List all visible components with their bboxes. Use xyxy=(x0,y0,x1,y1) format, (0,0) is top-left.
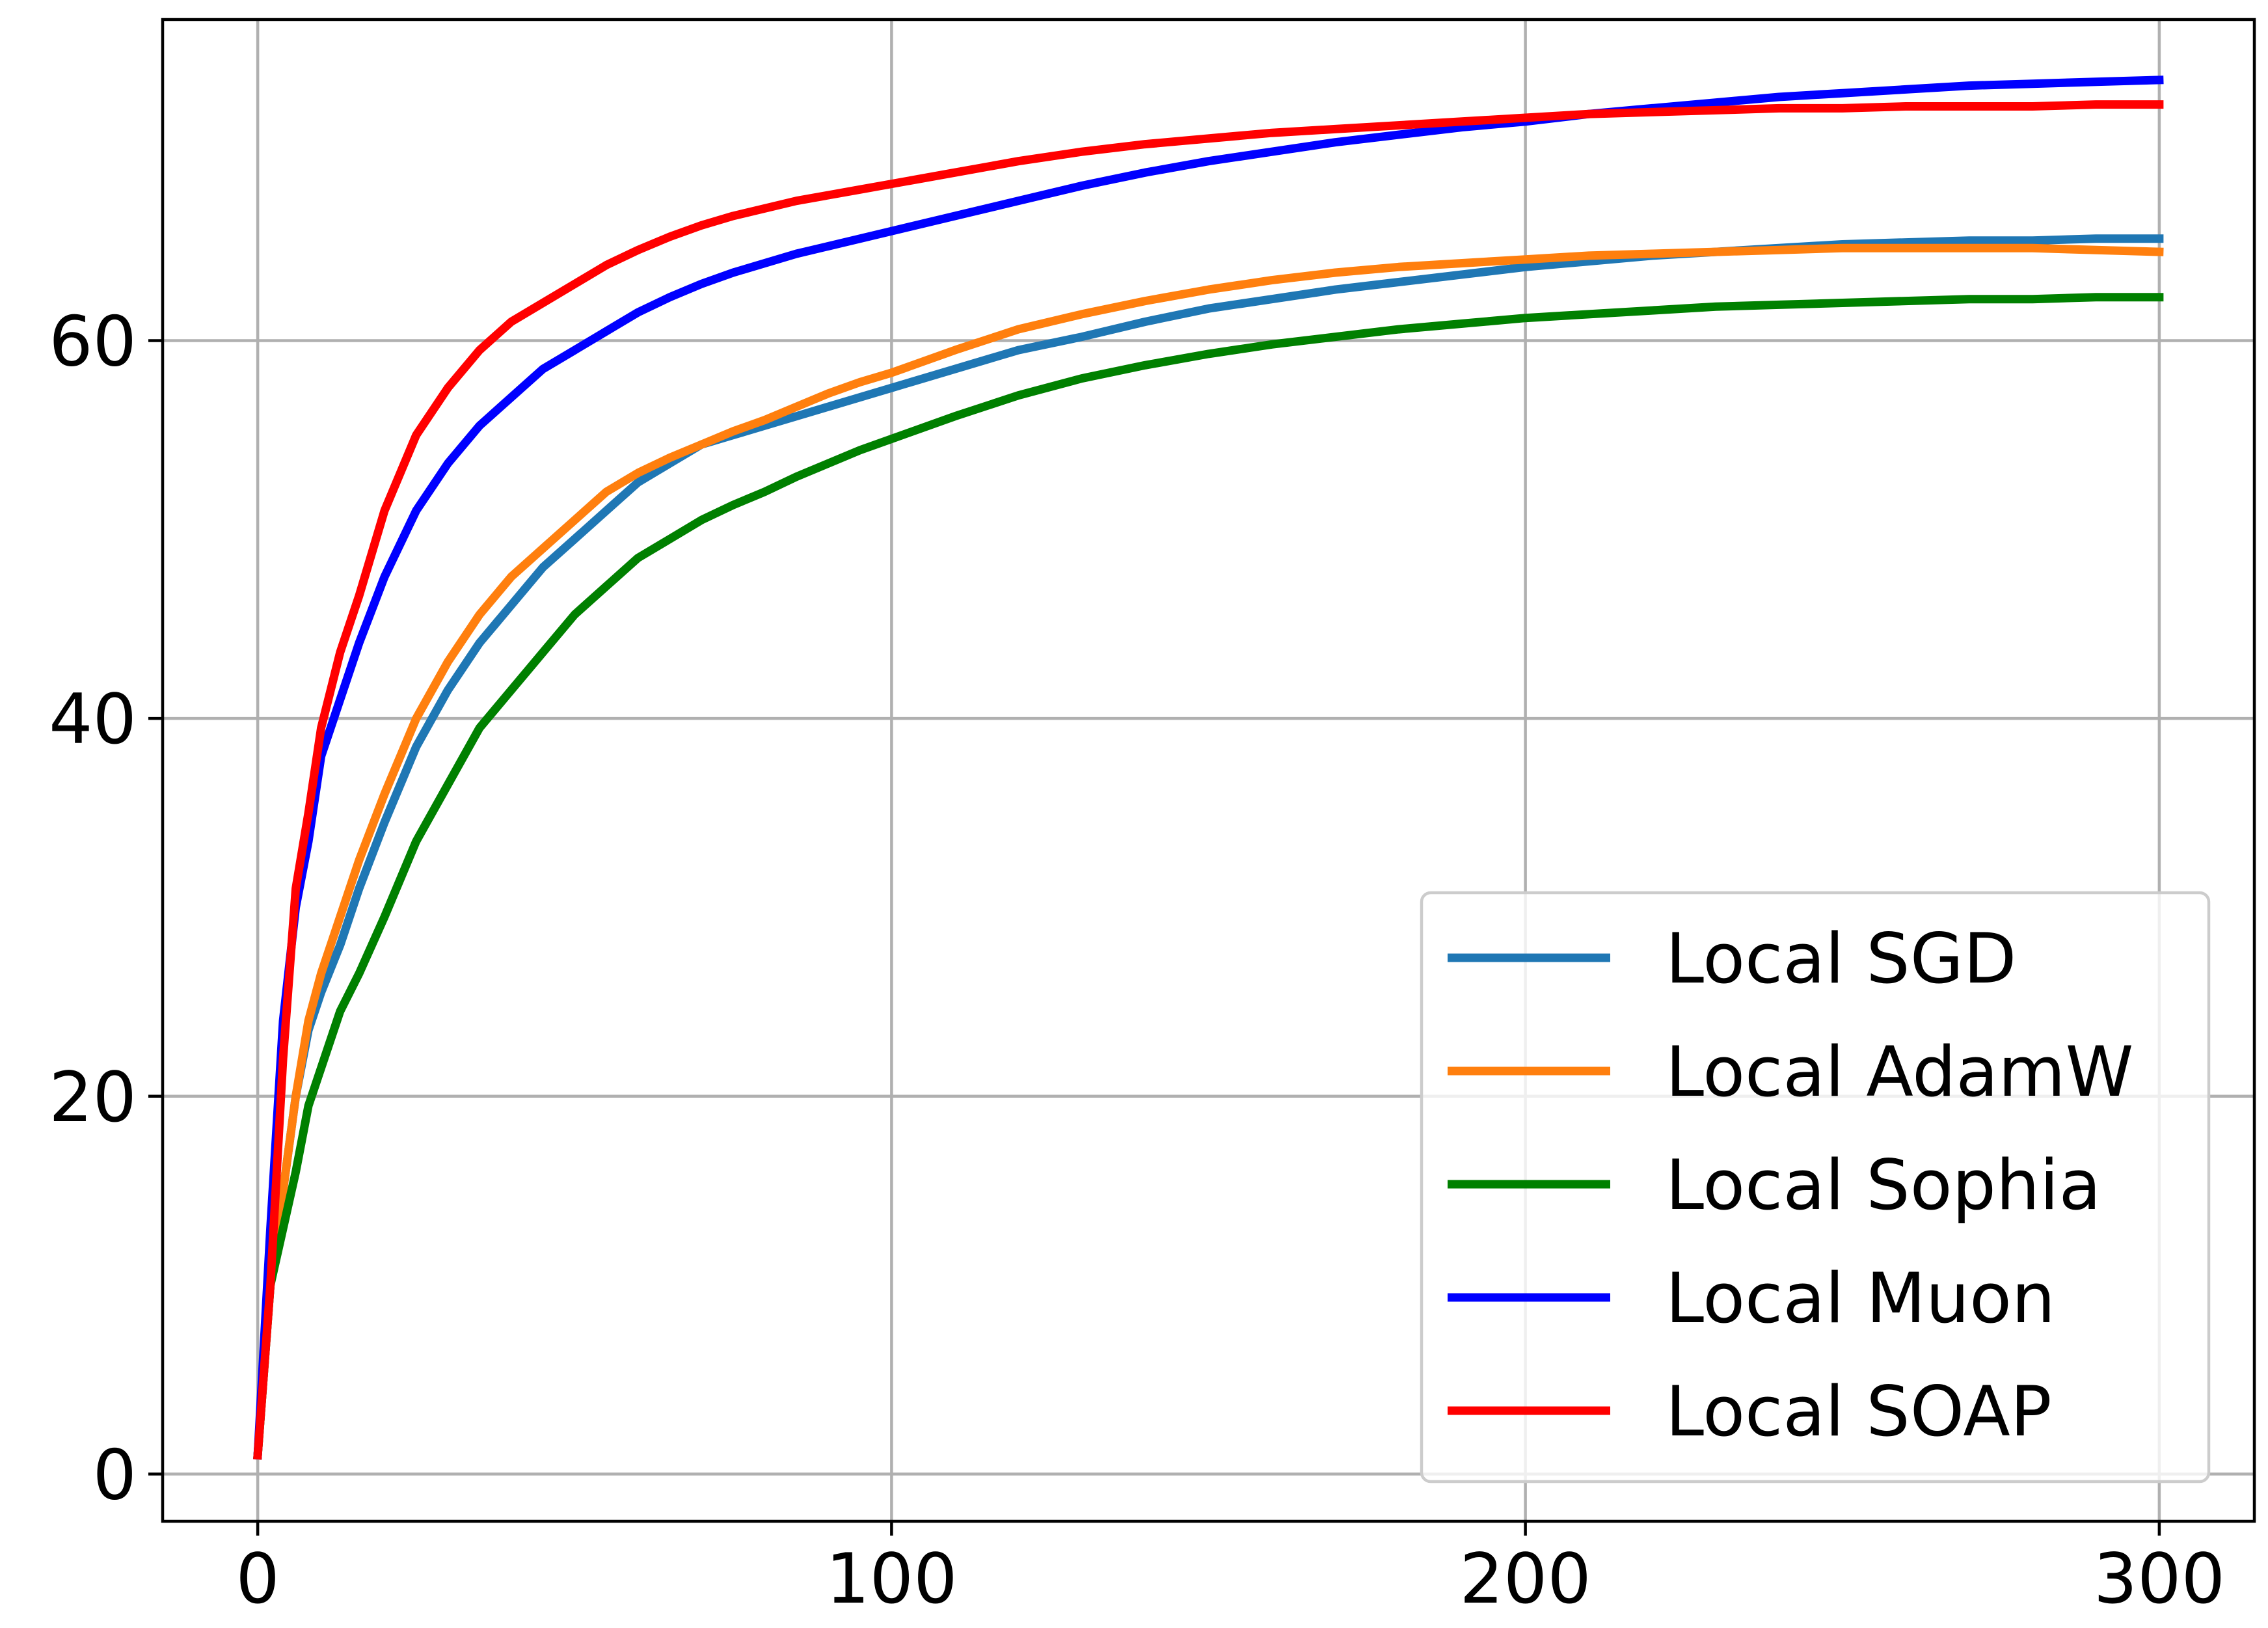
y-tick-label: 20 xyxy=(49,1057,137,1137)
x-tick-label: 100 xyxy=(826,1539,957,1619)
legend-label: Local SGD xyxy=(1666,919,2016,999)
y-tick-label: 60 xyxy=(49,302,137,382)
legend-label: Local Muon xyxy=(1666,1258,2055,1338)
series-line-local-soap xyxy=(253,100,2164,1460)
axis-ticks: 0 100 200 300 0 20 40 60 xyxy=(49,302,2225,1619)
series-lines xyxy=(253,75,2164,1460)
x-tick-label: 0 xyxy=(236,1539,279,1619)
series-line-local-sophia xyxy=(253,293,2164,1460)
legend-label: Local SOAP xyxy=(1666,1372,2052,1452)
x-tick-label: 200 xyxy=(1459,1539,1591,1619)
legend-box xyxy=(1420,891,2211,1484)
series-line-local-adamw xyxy=(253,243,2164,1460)
legend-label: Local Sophia xyxy=(1666,1145,2101,1225)
x-tick-label: 300 xyxy=(2094,1539,2225,1619)
series-line-local-muon xyxy=(253,75,2164,1460)
y-tick-label: 40 xyxy=(49,679,137,759)
legend-label: Local AdamW xyxy=(1666,1032,2133,1112)
legend: Local SGD Local AdamW Local Sophia Local Mu… xyxy=(1420,891,2211,1484)
plot-frame xyxy=(161,18,2256,1523)
y-tick-label: 0 xyxy=(93,1435,137,1515)
